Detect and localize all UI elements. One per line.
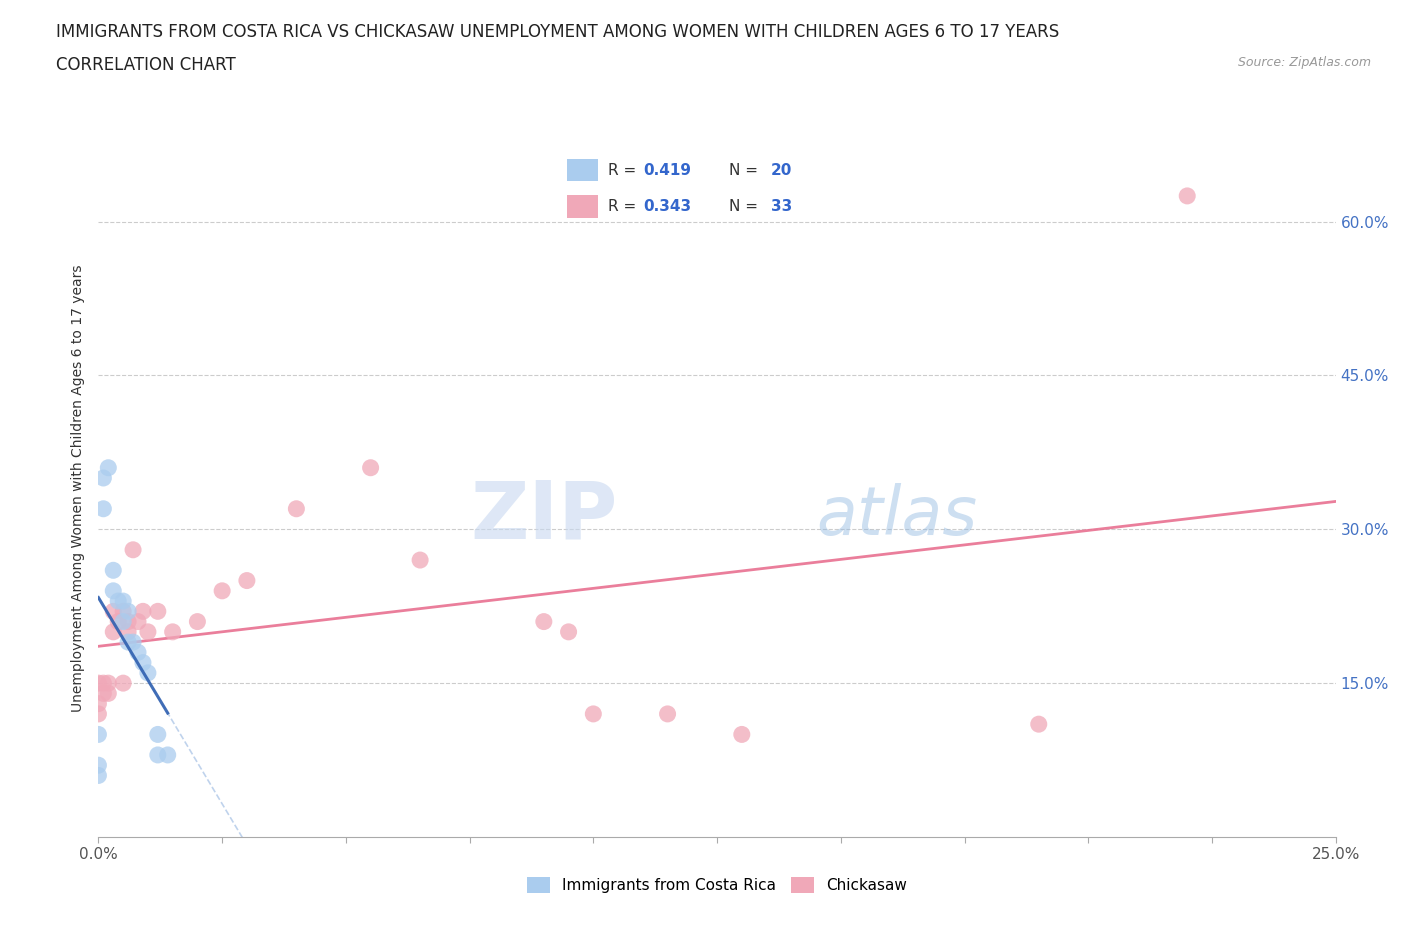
Point (360, 460, 382, 475)
Y-axis label: Unemployment Among Women with Children Ages 6 to 17 years: Unemployment Among Women with Children A… (72, 264, 86, 712)
Point (127, 614, 149, 629)
Point (156, 748, 179, 763)
Legend: Immigrants from Costa Rica, Chickasaw: Immigrants from Costa Rica, Chickasaw (520, 870, 914, 899)
Point (533, 614, 555, 629)
Point (103, 583, 125, 598)
Point (117, 624, 139, 639)
Point (112, 604, 135, 618)
Point (87, 768, 110, 783)
Point (87, 676, 110, 691)
Point (93, 471, 115, 485)
Point (97, 686, 120, 701)
Point (117, 614, 139, 629)
Point (409, 552, 432, 567)
Point (103, 624, 125, 639)
Point (557, 624, 579, 639)
Point (103, 604, 125, 618)
Point (122, 634, 145, 649)
Point (87, 758, 110, 773)
Point (93, 686, 115, 701)
Point (146, 748, 169, 763)
Point (1175, 189, 1198, 204)
Point (107, 593, 129, 608)
Point (87, 697, 110, 711)
Point (285, 501, 308, 516)
Point (117, 634, 139, 649)
Text: ZIP: ZIP (471, 477, 619, 555)
Point (162, 624, 184, 639)
Point (112, 593, 135, 608)
Point (136, 624, 159, 639)
Point (87, 727, 110, 742)
Point (582, 707, 605, 722)
Point (97, 676, 120, 691)
Text: CORRELATION CHART: CORRELATION CHART (56, 56, 236, 73)
Point (112, 676, 135, 691)
Point (97, 460, 120, 475)
Point (93, 676, 115, 691)
Point (132, 604, 155, 618)
Text: atlas: atlas (815, 484, 977, 549)
Point (146, 604, 169, 618)
Point (211, 583, 233, 598)
Point (107, 614, 129, 629)
Point (136, 666, 159, 681)
Point (731, 727, 754, 742)
Point (112, 614, 135, 629)
Text: IMMIGRANTS FROM COSTA RICA VS CHICKASAW UNEMPLOYMENT AMONG WOMEN WITH CHILDREN A: IMMIGRANTS FROM COSTA RICA VS CHICKASAW … (56, 23, 1060, 41)
Point (103, 563, 125, 578)
Point (1028, 717, 1050, 732)
Point (657, 707, 679, 722)
Point (132, 656, 155, 671)
Point (93, 501, 115, 516)
Point (87, 707, 110, 722)
Point (122, 542, 145, 557)
Point (146, 727, 169, 742)
Point (127, 644, 149, 659)
Text: Source: ZipAtlas.com: Source: ZipAtlas.com (1237, 56, 1371, 69)
Point (117, 604, 139, 618)
Point (186, 614, 208, 629)
Point (236, 573, 259, 588)
